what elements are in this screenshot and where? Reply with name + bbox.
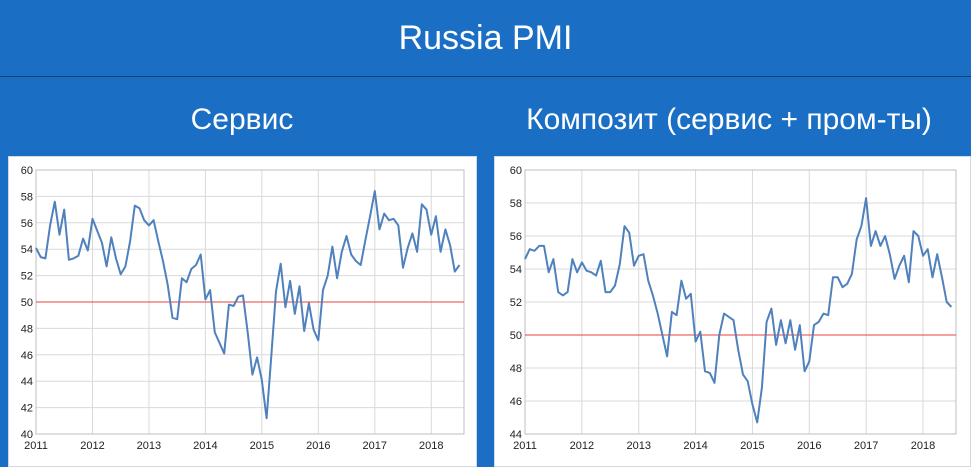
x-tick-label: 2014 (683, 440, 707, 452)
composite-chart-title: Композит (сервис + пром-ты) (526, 103, 932, 136)
x-tick-label: 2014 (193, 440, 217, 452)
y-tick-label: 54 (510, 264, 522, 276)
y-tick-label: 52 (21, 271, 33, 283)
y-tick-label: 56 (21, 218, 33, 230)
y-tick-label: 58 (21, 191, 33, 203)
y-tick-label: 48 (510, 363, 522, 375)
y-tick-label: 60 (510, 165, 522, 177)
title-divider (0, 76, 971, 77)
x-tick-label: 2018 (911, 440, 935, 452)
x-tick-label: 2011 (513, 440, 537, 452)
x-tick-label: 2018 (419, 440, 443, 452)
x-tick-label: 2015 (740, 440, 764, 452)
x-tick-label: 2016 (797, 440, 821, 452)
y-tick-label: 50 (510, 330, 522, 342)
y-tick-label: 56 (510, 231, 522, 243)
y-tick-label: 48 (21, 323, 33, 335)
x-tick-label: 2012 (570, 440, 594, 452)
pmi-series-line (35, 190, 461, 420)
y-tick-label: 58 (510, 198, 522, 210)
x-tick-label: 2016 (306, 440, 330, 452)
x-tick-label: 2017 (363, 440, 387, 452)
x-tick-label: 2013 (137, 440, 161, 452)
plot-area (524, 169, 957, 435)
y-tick-label: 44 (21, 376, 33, 388)
y-tick-label: 42 (21, 403, 33, 415)
composite-pmi-chart: 44 46 48 50 52 54 56 58 60 2011 2012 2013 2014 2015 20… (510, 165, 957, 452)
composite-chart-panel: 44 46 48 50 52 54 56 58 60 2011 2012 2013 2014 2015 20… (494, 156, 971, 467)
services-pmi-chart: 40 42 44 46 48 50 52 54 56 58 60 2011 2012 2013 2014 20… (21, 165, 465, 452)
x-tick-label: 2013 (626, 440, 650, 452)
x-tick-label: 2011 (24, 440, 48, 452)
y-tick-label: 46 (510, 396, 522, 408)
services-chart-panel: 40 42 44 46 48 50 52 54 56 58 60 2011 2012 2013 2014 20… (8, 156, 477, 467)
page-title: Russia PMI (398, 18, 573, 57)
y-tick-label: 52 (510, 297, 522, 309)
y-tick-label: 40 (21, 429, 33, 441)
y-tick-label: 44 (510, 429, 522, 441)
services-chart-title: Сервис (190, 103, 294, 136)
x-tick-label: 2015 (250, 440, 274, 452)
y-tick-label: 46 (21, 350, 33, 362)
y-tick-label: 54 (21, 244, 33, 256)
x-tick-label: 2012 (80, 440, 104, 452)
y-tick-label: 50 (21, 297, 33, 309)
y-tick-label: 60 (21, 165, 33, 177)
pmi-series-line (524, 197, 953, 424)
x-tick-label: 2017 (854, 440, 878, 452)
